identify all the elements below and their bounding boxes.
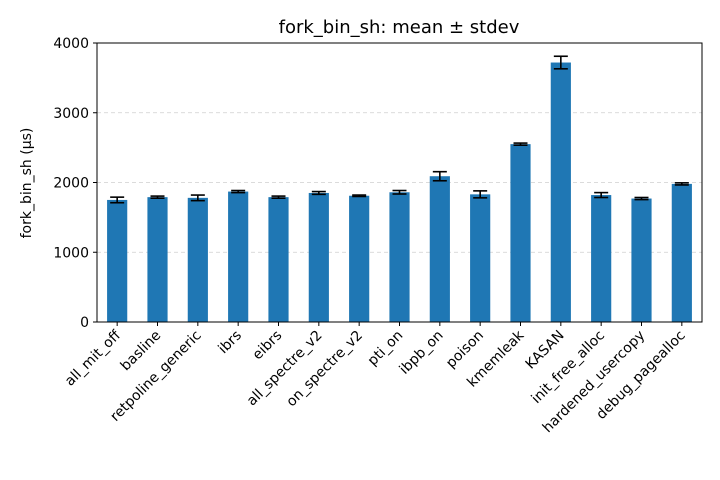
x-tick-label: ibpb_on [396,328,446,378]
chart-title: fork_bin_sh: mean ± stdev [279,17,520,38]
y-tick-label: 2000 [53,176,89,192]
error-bars [110,55,689,204]
bar [631,198,652,322]
bar [187,197,208,322]
bar [349,195,370,322]
x-tick-label: all_mit_off [62,327,124,389]
y-tick-label: 1000 [53,245,89,261]
y-axis-label: fork_bin_sh (µs) [19,128,35,239]
bar [228,191,249,322]
bar [510,144,531,322]
bar [470,194,491,322]
x-tick-label: on_spectre_v2 [283,328,366,411]
bar [550,62,571,322]
bar [107,199,128,322]
bar [671,183,692,322]
bars [107,62,692,322]
bar [429,176,450,322]
y-tick-label: 4000 [53,36,89,52]
bar [389,192,410,322]
bar [268,197,289,322]
x-tick-label: ibrs [215,328,245,358]
bar [591,195,612,322]
y-axis-ticks: 0 1000 2000 3000 4000 [53,36,97,331]
bar [147,197,168,322]
bar [308,192,329,322]
y-tick-label: 3000 [53,106,89,122]
y-tick-label: 0 [80,315,89,331]
x-tick-label: eibrs [250,328,286,364]
